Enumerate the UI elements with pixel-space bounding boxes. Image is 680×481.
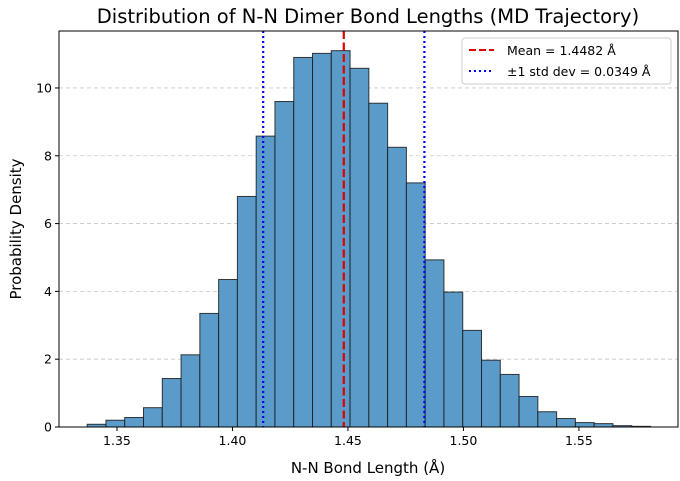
x-axis-label: N-N Bond Length (Å) — [291, 458, 445, 477]
histogram-bar — [349, 67, 370, 428]
y-tick-label: 0 — [44, 420, 52, 435]
histogram-bar — [481, 359, 501, 428]
y-tick-label: 6 — [44, 216, 52, 231]
legend-std-label: ±1 std dev = 0.0349 Å — [507, 64, 651, 79]
histogram-bar — [405, 182, 426, 428]
x-tick-label: 1.50 — [450, 433, 478, 448]
histogram-bar — [556, 418, 576, 428]
y-tick-label: 8 — [44, 148, 52, 163]
histogram-bar — [180, 354, 201, 428]
histogram-bar — [443, 291, 464, 428]
chart-title: Distribution of N-N Dimer Bond Lengths (… — [97, 5, 639, 28]
x-tick-label: 1.45 — [334, 433, 362, 448]
y-tick-label: 4 — [44, 284, 52, 299]
y-axis-label: Probability Density — [7, 158, 25, 299]
histogram-bar — [368, 102, 389, 428]
histogram-bar — [499, 373, 520, 428]
plot-frame — [58, 30, 679, 428]
x-tick-label: 1.55 — [565, 433, 593, 448]
histogram-bar — [593, 423, 614, 428]
legend: Mean = 1.4482 Å ±1 std dev = 0.0349 Å — [461, 37, 672, 85]
histogram-bar — [387, 146, 407, 428]
histogram-bar — [312, 52, 332, 428]
histogram-bar — [274, 101, 295, 428]
histogram-bar — [424, 259, 445, 428]
x-tick-label: 1.40 — [219, 433, 247, 448]
histogram-bar — [236, 195, 257, 428]
y-tick-label: 2 — [44, 352, 52, 367]
histogram-bar — [574, 422, 595, 428]
legend-box — [461, 37, 672, 85]
histogram-bar — [518, 395, 539, 428]
histogram-bar — [537, 411, 558, 428]
legend-mean-label: Mean = 1.4482 Å — [507, 43, 616, 58]
x-tick-label: 1.35 — [103, 433, 131, 448]
y-tick-label: 10 — [36, 80, 52, 95]
histogram-bar — [105, 419, 126, 428]
histogram-bar — [143, 407, 163, 428]
histogram-bar — [218, 279, 238, 428]
histogram-bar — [255, 135, 276, 428]
histogram-bar — [462, 329, 483, 428]
histogram-bar — [161, 378, 182, 428]
histogram-bar — [199, 312, 220, 428]
histogram-bar — [330, 50, 351, 428]
histogram-bar — [124, 417, 145, 428]
histogram-bar — [293, 56, 314, 428]
